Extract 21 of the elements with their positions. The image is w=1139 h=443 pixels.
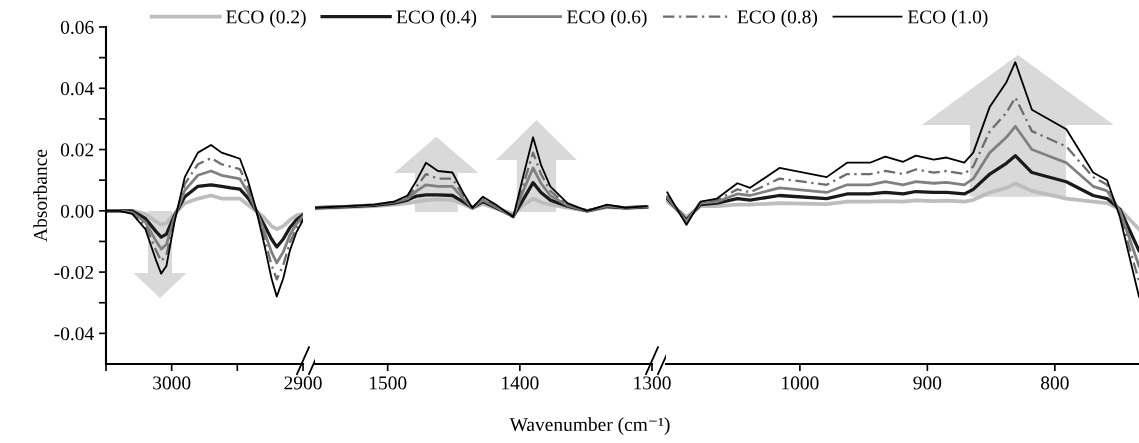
y-tick-label: -0.02 (54, 265, 94, 280)
legend-label: ECO (0.8) (737, 9, 818, 28)
legend-label: ECO (1.0) (907, 9, 988, 28)
x-tick-label: 1500 (369, 376, 407, 390)
x-tick-label: 1400 (502, 376, 539, 390)
y-tick-label: 0.00 (60, 204, 94, 218)
y-tick-label: -0.04 (54, 327, 94, 341)
x-tick-label: 3000 (153, 376, 191, 390)
legend-label: ECO (0.6) (567, 9, 647, 28)
y-axis-title: Absorbance (33, 149, 47, 242)
y-tick-label: 0.06 (60, 20, 94, 35)
x-tick-label: 900 (913, 376, 942, 390)
x-axis-title: Wavenumber (cm⁻¹) (509, 417, 670, 435)
legend-label: ECO (0.4) (396, 9, 477, 28)
x-tick-label: 800 (1041, 376, 1069, 390)
x-tick-label: 1000 (782, 376, 819, 390)
x-tick-label: 1300 (634, 376, 671, 390)
legend-label: ECO (0.2) (226, 9, 306, 28)
x-tick-label: 2900 (284, 376, 322, 390)
y-tick-label: 0.02 (60, 143, 94, 157)
y-tick-label: 0.04 (60, 82, 94, 96)
